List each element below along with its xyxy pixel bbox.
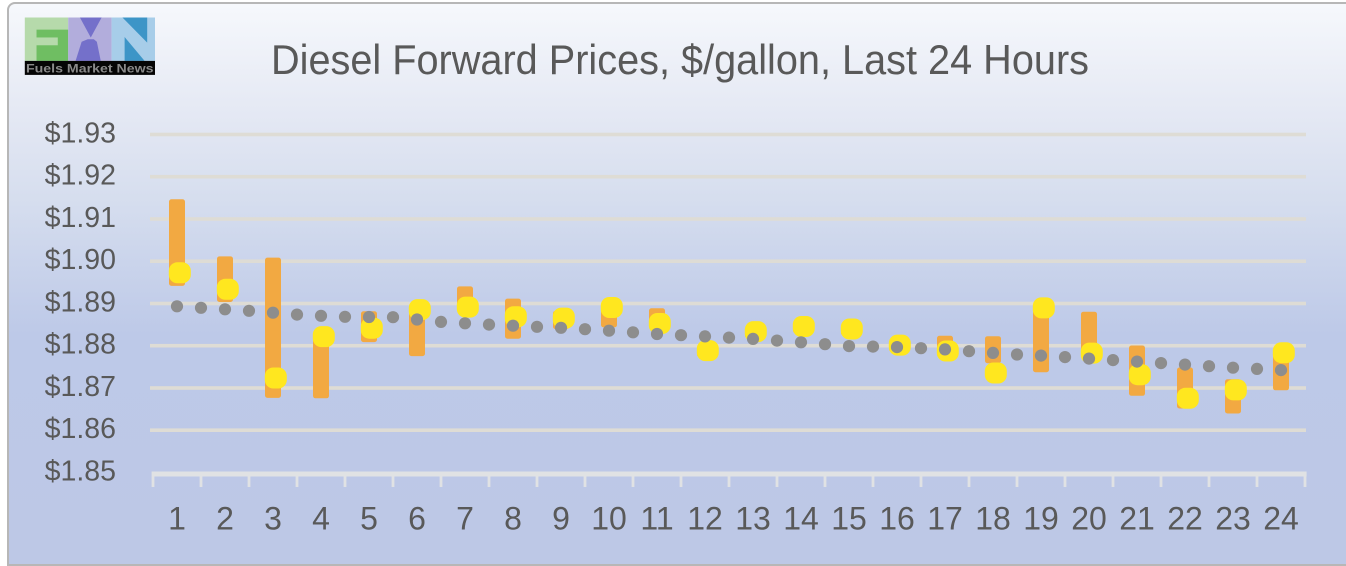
svg-text:3: 3 xyxy=(264,501,282,537)
svg-text:19: 19 xyxy=(1023,501,1059,537)
svg-text:7: 7 xyxy=(456,501,474,537)
svg-text:23: 23 xyxy=(1215,501,1251,537)
svg-text:1: 1 xyxy=(168,501,186,537)
svg-text:12: 12 xyxy=(687,501,723,537)
svg-text:$1.88: $1.88 xyxy=(45,329,116,361)
svg-text:6: 6 xyxy=(408,501,426,537)
svg-text:10: 10 xyxy=(591,501,627,537)
svg-text:20: 20 xyxy=(1071,501,1107,537)
svg-text:21: 21 xyxy=(1119,501,1155,537)
svg-text:15: 15 xyxy=(831,501,867,537)
svg-text:13: 13 xyxy=(735,501,771,537)
svg-text:$1.92: $1.92 xyxy=(45,160,116,192)
svg-text:$1.86: $1.86 xyxy=(45,413,116,445)
svg-text:8: 8 xyxy=(504,501,522,537)
svg-text:24: 24 xyxy=(1263,501,1299,537)
svg-text:Fuels Market News: Fuels Market News xyxy=(26,62,154,76)
svg-text:18: 18 xyxy=(975,501,1011,537)
svg-text:14: 14 xyxy=(783,501,819,537)
svg-text:$1.91: $1.91 xyxy=(45,202,116,234)
svg-text:$1.85: $1.85 xyxy=(45,456,116,488)
svg-text:2: 2 xyxy=(216,501,234,537)
svg-text:$1.89: $1.89 xyxy=(45,287,116,319)
svg-text:9: 9 xyxy=(552,501,570,537)
svg-text:$1.90: $1.90 xyxy=(45,244,116,276)
svg-text:16: 16 xyxy=(879,501,915,537)
svg-text:5: 5 xyxy=(360,501,378,537)
svg-text:Diesel Forward Prices, $/gallo: Diesel Forward Prices, $/gallon, Last 24… xyxy=(271,36,1089,83)
svg-text:11: 11 xyxy=(640,501,673,537)
svg-text:22: 22 xyxy=(1167,501,1203,537)
svg-text:$1.93: $1.93 xyxy=(45,118,116,150)
svg-text:17: 17 xyxy=(927,501,963,537)
svg-text:4: 4 xyxy=(312,501,330,537)
svg-text:$1.87: $1.87 xyxy=(45,371,116,403)
